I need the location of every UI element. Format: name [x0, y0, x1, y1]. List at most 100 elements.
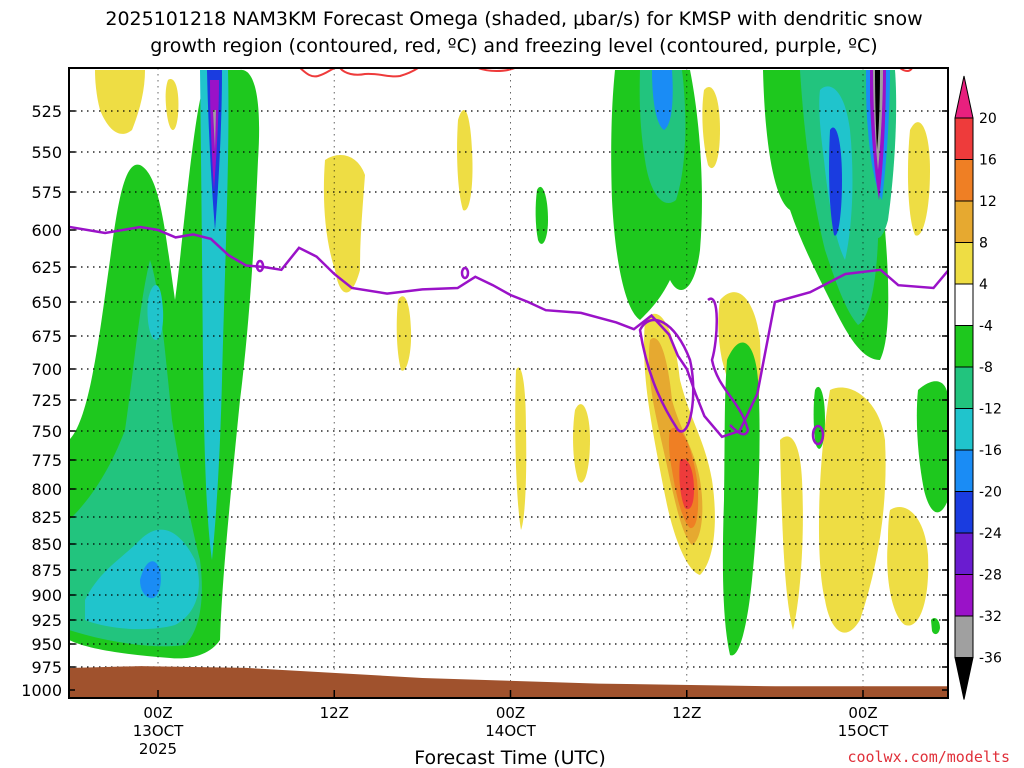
omega-column-right-black — [875, 70, 880, 150]
omega-yellow-cell-11 — [818, 387, 886, 633]
freezing-loop-2 — [707, 297, 750, 436]
colorbar-bin-7 — [954, 408, 974, 451]
y-tick-label-550: 550 — [31, 143, 62, 162]
omega-red-cell — [679, 459, 694, 510]
x-tick-label-0-2: 2025 — [139, 740, 177, 758]
colorbar-label-7: -12 — [979, 402, 1002, 418]
omega-green-cell-d — [535, 186, 548, 244]
colorbar-bin-12 — [954, 615, 974, 658]
chart-title-line2: growth region (contoured, red, ºC) and f… — [150, 35, 877, 57]
colorbar-bin-6 — [954, 366, 974, 409]
y-axis: 525 550 575 600 625 650 675 700 725 750 775 800 825 8… — [21, 102, 948, 700]
colorbar-label-5: -4 — [979, 319, 993, 335]
colorbar-label-0: 20 — [979, 111, 997, 127]
colorbar-bin-3 — [954, 242, 974, 285]
omega-shading — [69, 68, 948, 659]
omega-region-blue-right — [652, 70, 673, 130]
colorbar-label-10: -24 — [979, 526, 1002, 542]
colorbar-label-13: -36 — [979, 651, 1002, 667]
surface-terrain — [69, 666, 948, 698]
colorbar-bin-bottom — [954, 657, 974, 700]
x-tick-label-2-0: 00Z — [496, 704, 525, 722]
colorbar-bin-2 — [954, 200, 974, 243]
y-tick-label-650: 650 — [31, 293, 62, 312]
colorbar-label-9: -20 — [979, 485, 1002, 501]
y-tick-label-600: 600 — [31, 221, 62, 240]
omega-yellow-cell-7 — [573, 404, 590, 483]
omega-region-blue-left — [140, 561, 161, 599]
colorbar-bin-0 — [954, 117, 974, 160]
omega-column-grey — [213, 110, 216, 150]
omega-yellow-cell-4 — [396, 296, 412, 371]
omega-region-bluedark-right — [829, 127, 842, 236]
x-tick-label-1-0: 12Z — [320, 704, 349, 722]
y-tick-label-925: 925 — [31, 611, 62, 630]
omega-yellow-cell-2 — [165, 79, 179, 130]
credit-text: coolwx.com/modelts — [847, 748, 1010, 766]
omega-yellow-cell-10 — [780, 436, 803, 630]
y-tick-label-950: 950 — [31, 635, 62, 654]
y-tick-label-975: 975 — [31, 658, 62, 677]
colorbar: 20 16 12 8 4 -4 -8 -12 -16 -20 -24 -28 -32 -36 — [954, 75, 1002, 700]
freezing-loop-4 — [255, 259, 265, 273]
y-tick-label-775: 775 — [31, 451, 62, 470]
y-tick-label-750: 750 — [31, 422, 62, 441]
colorbar-bin-5 — [954, 325, 974, 368]
omega-region-cyan-left2 — [147, 285, 164, 340]
colorbar-bin-11 — [954, 574, 974, 617]
omega-yellow-cell-6 — [515, 367, 527, 530]
freezing-level-loops — [255, 259, 825, 446]
x-tick-label-3-0: 12Z — [672, 704, 701, 722]
omega-yellow-cell-8 — [702, 86, 720, 169]
x-tick-label-0-0: 00Z — [143, 704, 172, 722]
colorbar-label-12: -32 — [979, 609, 1002, 625]
colorbar-bin-10 — [954, 532, 974, 575]
omega-yellow-cell-13 — [907, 122, 930, 236]
x-tick-label-4-1: 15OCT — [838, 722, 889, 740]
colorbar-label-8: -16 — [979, 443, 1002, 459]
y-tick-label-675: 675 — [31, 327, 62, 346]
colorbar-label-4: 4 — [979, 277, 988, 293]
omega-green-cell-e — [931, 617, 940, 635]
omega-green-cell-a — [722, 342, 760, 656]
y-tick-label-850: 850 — [31, 535, 62, 554]
y-tick-label-825: 825 — [31, 508, 62, 527]
colorbar-bin-4 — [954, 283, 974, 326]
y-tick-label-525: 525 — [31, 102, 62, 121]
y-tick-label-900: 900 — [31, 586, 62, 605]
colorbar-bin-top — [954, 75, 974, 119]
colorbar-label-11: -28 — [979, 568, 1002, 584]
omega-yellow-cell-5 — [457, 110, 473, 211]
freezing-loop-3 — [811, 424, 825, 446]
y-tick-label-575: 575 — [31, 183, 62, 202]
colorbar-bin-9 — [954, 491, 974, 534]
x-axis-title: Forecast Time (UTC) — [414, 747, 605, 768]
y-tick-label-700: 700 — [31, 360, 62, 379]
x-tick-label-2-1: 14OCT — [485, 722, 536, 740]
omega-yellow-cell-12 — [887, 507, 929, 626]
omega-yellow-cell-1 — [95, 70, 145, 134]
x-tick-label-0-1: 13OCT — [133, 722, 184, 740]
colorbar-bin-8 — [954, 449, 974, 492]
x-tick-label-4-0: 00Z — [848, 704, 877, 722]
colorbar-label-1: 16 — [979, 153, 997, 169]
plot-area — [68, 67, 949, 699]
y-tick-label-875: 875 — [31, 561, 62, 580]
omega-region-teal-right — [639, 70, 686, 204]
colorbar-bin-1 — [954, 159, 974, 202]
dendritic-growth-contour — [299, 68, 913, 78]
chart-title-line1: 2025101218 NAM3KM Forecast Omega (shaded… — [105, 8, 922, 30]
plot-frame — [68, 67, 949, 699]
freezing-level-contour — [69, 225, 948, 439]
freezing-loop-5 — [460, 266, 470, 280]
y-tick-label-725: 725 — [31, 391, 62, 410]
y-tick-label-800: 800 — [31, 480, 62, 499]
y-tick-label-1000: 1000 — [21, 681, 62, 700]
colorbar-label-3: 8 — [979, 236, 988, 252]
omega-green-cell-c — [916, 381, 948, 513]
freezing-loop-1 — [638, 318, 695, 433]
colorbar-label-2: 12 — [979, 194, 997, 210]
y-tick-label-625: 625 — [31, 258, 62, 277]
